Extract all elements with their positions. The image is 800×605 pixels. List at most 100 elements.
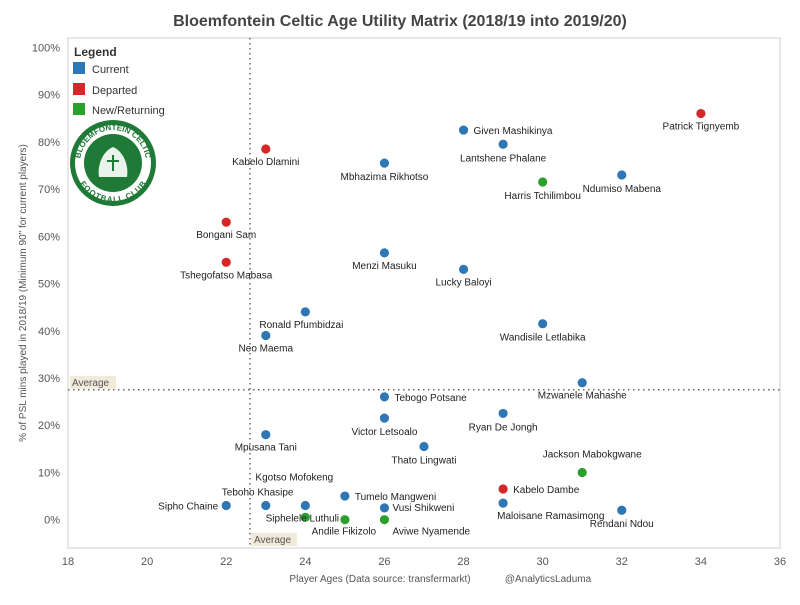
x-axis-ticks: 18 20 22 24 26 28 30 32 34 36: [62, 556, 786, 568]
x-tick-label: 22: [220, 556, 232, 568]
point-label-thato-lingwati: Thato Lingwati: [391, 455, 456, 466]
legend-swatch-departed: [73, 83, 85, 95]
point-label-bongani-sam: Bongani Sam: [196, 230, 256, 241]
point-label-ryan-de-jongh: Ryan De Jongh: [469, 422, 538, 433]
point-label-ronald-pfumbidzai: Ronald Pfumbidzai: [259, 320, 343, 331]
point-label-wandisile-letlabika: Wandisile Letlabika: [500, 333, 586, 344]
point-label-teboho-khasipe: Teboho Khasipe: [222, 488, 294, 499]
point-thato-lingwati: [418, 441, 430, 452]
club-logo: BLOEMFONTEIN CELTIC FOOTBALL CLUB: [70, 120, 156, 206]
y-tick-label: 60%: [38, 231, 60, 243]
x-average-label: Average: [254, 535, 292, 546]
point-label-harris-tchilimbou: Harris Tchilimbou: [504, 191, 581, 202]
point-label-tshegofatso-mabasa: Tshegofatso Mabasa: [180, 270, 273, 281]
point-kabelo-dambe: [497, 483, 509, 495]
point-victor-letsoalo: [379, 412, 390, 424]
point-jackson-mabokgwane: [576, 467, 588, 478]
x-tick-label: 26: [378, 556, 390, 568]
legend-swatch-current: [73, 62, 85, 74]
y-axis-ticks: 0% 10% 20% 30% 40% 50% 60% 70% 80% 90% 100%: [32, 42, 60, 526]
point-label-andile-fikizolo: Andile Fikizolo: [312, 527, 377, 538]
y-axis-title: % of PSL mins played in 2018/19 (Minimum…: [18, 144, 29, 442]
point-label-tumelo-mangweni: Tumelo Mangweni: [355, 492, 436, 503]
legend-swatch-new-returning: [73, 103, 85, 115]
y-tick-label: 20%: [38, 420, 60, 432]
point-label-mpusana-tani: Mpusana Tani: [235, 443, 297, 454]
point-ndumiso-mabena: [616, 169, 628, 181]
point-rendani-ndou: [616, 504, 628, 516]
y-average-label-bg: [70, 375, 116, 389]
point-kgotso-mofokeng: [299, 500, 311, 511]
point-patrick-tignyemb: [695, 108, 707, 119]
point-given-mashikinya: [458, 124, 469, 136]
point-ryan-de-jongh: [497, 408, 509, 419]
y-tick-label: 30%: [38, 373, 60, 385]
x-tick-label: 32: [616, 556, 628, 568]
x-tick-label: 18: [62, 556, 74, 568]
point-label-maloisane-ramasimong: Maloisane Ramasimong: [497, 511, 604, 522]
point-siphelele-luthuli: [299, 511, 311, 523]
point-label-aviwe-nyamende: Aviwe Nyamende: [392, 527, 470, 538]
legend-label-departed: Departed: [92, 85, 137, 97]
point-label-sipho-chaine: Sipho Chaine: [158, 502, 218, 513]
point-label-kabelo-dlamini: Kabelo Dlamini: [232, 157, 299, 168]
y-tick-label: 50%: [38, 279, 60, 291]
point-label-jackson-mabokgwane: Jackson Mabokgwane: [543, 449, 642, 460]
point-harris-tchilimbou: [537, 176, 549, 188]
point-wandisile-letlabika: [537, 318, 549, 330]
x-average-label-bg: [250, 533, 297, 546]
x-axis-title: Player Ages (Data source: transfermarkt): [289, 574, 470, 585]
point-teboho-khasipe: [260, 500, 272, 511]
legend-label-new-returning: New/Returning: [92, 105, 165, 117]
y-tick-label: 70%: [38, 184, 60, 196]
point-maloisane-ramasimong: [497, 497, 509, 509]
point-mpusana-tani: [260, 429, 272, 441]
point-label-mzwanele-mahashe: Mzwanele Mahashe: [538, 391, 627, 402]
point-andile-fikizolo: [339, 514, 351, 526]
point-label-ndumiso-mabena: Ndumiso Mabena: [583, 184, 662, 195]
point-tebogo-potsane: [379, 391, 390, 403]
point-label-patrick-tignyemb: Patrick Tignyemb: [663, 122, 740, 133]
point-label-lucky-baloyi: Lucky Baloyi: [435, 277, 491, 288]
chart-title: Bloemfontein Celtic Age Utility Matrix (…: [173, 13, 627, 30]
y-tick-label: 90%: [38, 90, 60, 102]
point-label-kgotso-mofokeng: Kgotso Mofokeng: [255, 473, 333, 484]
point-label-kabelo-dambe: Kabelo Dambe: [513, 485, 580, 496]
chart-credit: @AnalyticsLaduma: [505, 574, 592, 585]
plot-area-border: [67, 37, 781, 549]
point-label-siphelele-luthuli: Siphelele Luthuli: [266, 513, 339, 524]
y-average-label: Average: [72, 378, 110, 389]
x-tick-label: 30: [537, 556, 549, 568]
point-lantshene-phalane: [497, 138, 509, 150]
point-label-tebogo-potsane: Tebogo Potsane: [394, 393, 467, 404]
x-tick-label: 36: [774, 556, 786, 568]
point-label-rendani-ndou: Rendani Ndou: [590, 519, 654, 530]
legend-title: Legend: [74, 45, 117, 59]
y-tick-label: 80%: [38, 137, 60, 149]
point-tumelo-mangweni: [339, 490, 351, 502]
point-label-neo-maema: Neo Maema: [239, 344, 294, 355]
point-aviwe-nyamende: [379, 514, 390, 526]
point-labels: Given Mashikinya Lantshene Phalane Mbhazim…: [158, 122, 739, 538]
point-label-menzi-masuku: Menzi Masuku: [352, 261, 416, 272]
point-label-given-mashikinya: Given Mashikinya: [474, 126, 553, 137]
point-ronald-pfumbidzai: [299, 306, 311, 318]
legend: Legend Current Departed New/Returning: [73, 45, 165, 117]
y-tick-label: 0%: [44, 515, 60, 527]
point-menzi-masuku: [379, 247, 390, 259]
point-label-lantshene-phalane: Lantshene Phalane: [460, 153, 547, 164]
x-tick-label: 20: [141, 556, 153, 568]
point-bongani-sam: [220, 216, 232, 228]
point-tshegofatso-mabasa: [220, 256, 232, 268]
reference-lines: Average Average: [68, 38, 780, 548]
y-tick-label: 100%: [32, 42, 60, 54]
point-kabelo-dlamini: [260, 143, 272, 155]
point-lucky-baloyi: [458, 263, 469, 275]
x-tick-label: 34: [695, 556, 707, 568]
point-mbhazima-rikhotso: [379, 157, 390, 169]
point-label-mbhazima-rikhotso: Mbhazima Rikhotso: [341, 172, 429, 183]
point-mzwanele-mahashe: [576, 377, 588, 389]
point-label-vusi-shikweni: Vusi Shikweni: [392, 503, 454, 514]
